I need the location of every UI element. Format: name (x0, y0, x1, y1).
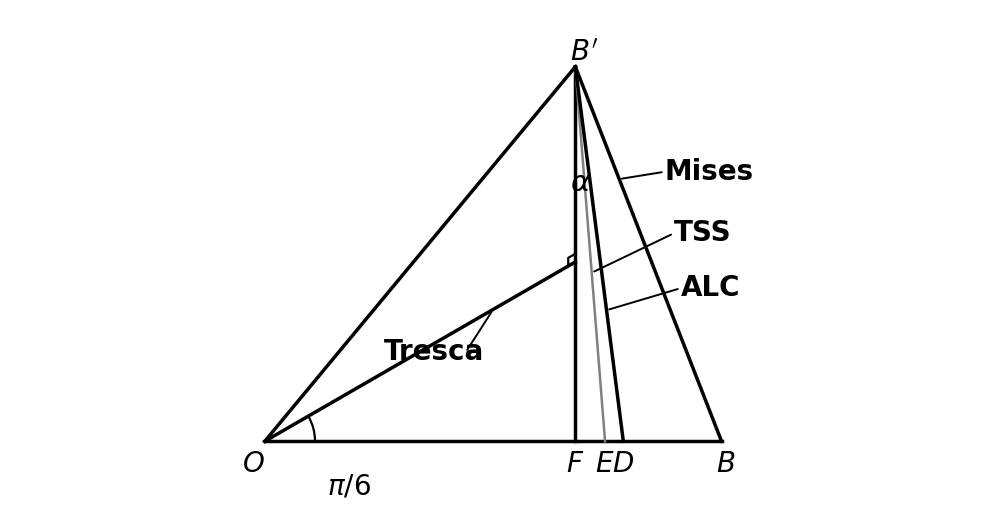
Text: $D$: $D$ (612, 451, 634, 478)
Text: TSS: TSS (674, 219, 731, 247)
Text: $\pi/6$: $\pi/6$ (327, 473, 371, 500)
Text: $F$: $F$ (566, 451, 585, 478)
Text: $\alpha$: $\alpha$ (570, 169, 590, 197)
Text: Tresca: Tresca (384, 338, 484, 366)
Text: $B$: $B$ (716, 451, 736, 478)
Text: $B'$: $B'$ (570, 40, 599, 67)
Text: ALC: ALC (680, 274, 740, 302)
Text: $O$: $O$ (242, 451, 265, 478)
Text: Mises: Mises (664, 158, 754, 186)
Text: $E$: $E$ (595, 451, 615, 478)
